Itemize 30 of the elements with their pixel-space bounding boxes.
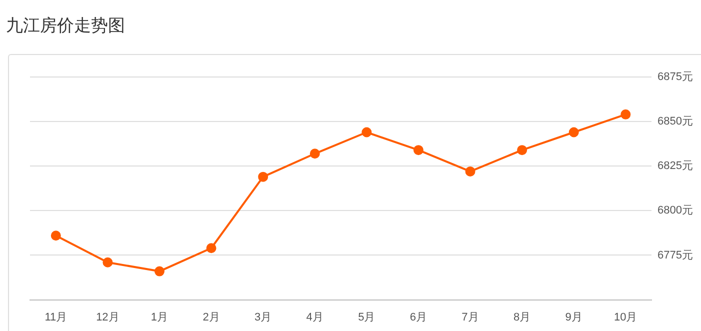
point	[310, 148, 320, 159]
point	[102, 257, 113, 268]
point	[620, 109, 631, 120]
point	[517, 145, 528, 156]
point	[568, 127, 579, 138]
x-tick-label: 9月	[565, 311, 582, 324]
point	[413, 145, 424, 156]
y-tick-label: 6775元	[658, 249, 694, 262]
point	[50, 230, 61, 241]
point	[465, 166, 476, 176]
x-tick-label: 10月	[614, 311, 638, 324]
y-tick-label: 6850元	[658, 116, 694, 128]
point	[258, 172, 268, 182]
y-tick-label: 6875元	[658, 71, 694, 84]
point	[154, 266, 164, 276]
point	[362, 127, 372, 138]
chart-title: 九江房价走势图	[6, 15, 125, 37]
x-tick-label: 8月	[513, 311, 531, 324]
x-tick-label: 5月	[358, 311, 376, 324]
x-tick-label: 7月	[462, 311, 479, 324]
point	[206, 243, 216, 254]
x-tick-label: 6月	[410, 311, 428, 324]
x-tick-label: 1月	[150, 311, 168, 324]
x-tick-label: 4月	[306, 311, 324, 324]
x-tick-label: 11月	[44, 311, 68, 324]
x-tick-label: 3月	[254, 311, 272, 324]
x-tick-label: 12月	[96, 311, 120, 324]
x-tick-label: 2月	[202, 311, 220, 324]
y-tick-label: 6800元	[658, 204, 694, 217]
y-tick-label: 6825元	[658, 160, 694, 172]
